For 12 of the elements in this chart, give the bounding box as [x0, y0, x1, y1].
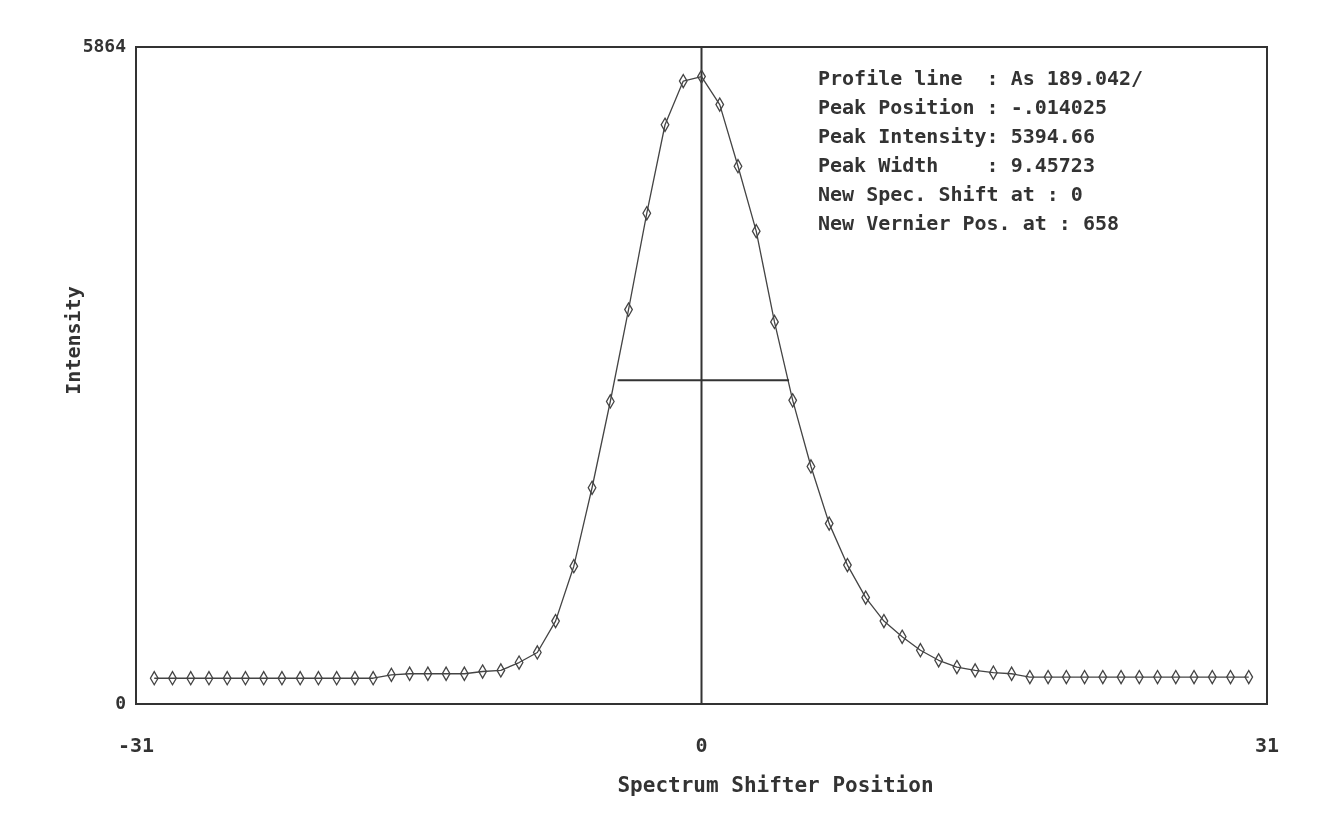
annotation: New Spec. Shift at : 0 — [818, 182, 1083, 206]
annotation: Profile line : As 189.042/ — [818, 66, 1144, 90]
x-tick-label: 31 — [1254, 733, 1280, 757]
annotation: Peak Width : 9.45723 — [818, 153, 1095, 177]
annotation: Peak Intensity: 5394.66 — [818, 124, 1095, 148]
y-tick-label: 5864 — [82, 35, 127, 56]
annotation: Peak Position : -.014025 — [818, 95, 1107, 119]
x-axis-title: Spectrum Shifter Position — [617, 773, 934, 797]
x-tick-label: 0 — [695, 733, 708, 757]
annotation: New Vernier Pos. at : 658 — [818, 211, 1120, 235]
y-axis-title: Intensity — [61, 286, 85, 395]
x-tick-label: -31 — [117, 733, 155, 757]
